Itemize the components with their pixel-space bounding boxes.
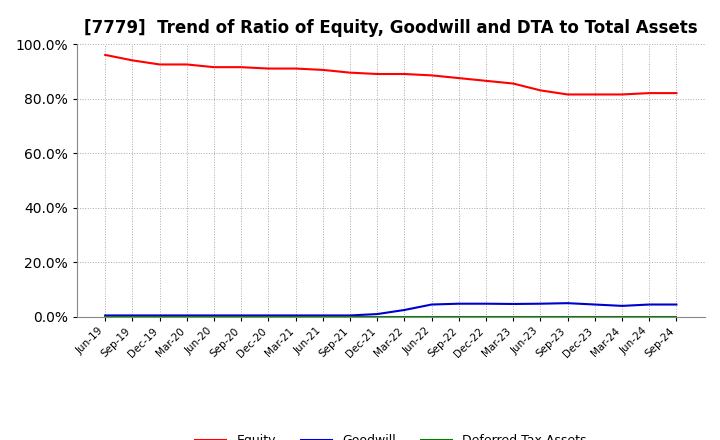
Deferred Tax Assets xyxy=(373,314,382,319)
Equity xyxy=(563,92,572,97)
Goodwill xyxy=(182,313,191,318)
Equity xyxy=(645,91,654,96)
Goodwill xyxy=(128,313,137,318)
Equity xyxy=(318,67,327,73)
Deferred Tax Assets xyxy=(645,314,654,319)
Line: Equity: Equity xyxy=(105,55,676,95)
Goodwill xyxy=(427,302,436,307)
Deferred Tax Assets xyxy=(536,314,545,319)
Line: Goodwill: Goodwill xyxy=(105,303,676,315)
Equity xyxy=(101,52,109,58)
Goodwill xyxy=(536,301,545,306)
Deferred Tax Assets xyxy=(264,314,273,319)
Goodwill xyxy=(563,301,572,306)
Equity xyxy=(292,66,300,71)
Deferred Tax Assets xyxy=(454,314,463,319)
Equity xyxy=(618,92,626,97)
Equity xyxy=(454,76,463,81)
Goodwill xyxy=(482,301,490,306)
Goodwill xyxy=(346,313,354,318)
Deferred Tax Assets xyxy=(482,314,490,319)
Equity xyxy=(672,91,680,96)
Goodwill xyxy=(210,313,218,318)
Goodwill xyxy=(292,313,300,318)
Legend: Equity, Goodwill, Deferred Tax Assets: Equity, Goodwill, Deferred Tax Assets xyxy=(190,429,592,440)
Deferred Tax Assets xyxy=(509,314,518,319)
Equity xyxy=(156,62,164,67)
Equity xyxy=(536,88,545,93)
Goodwill xyxy=(400,307,409,312)
Equity xyxy=(482,78,490,84)
Deferred Tax Assets xyxy=(427,314,436,319)
Goodwill xyxy=(645,302,654,307)
Goodwill xyxy=(264,313,273,318)
Goodwill xyxy=(237,313,246,318)
Deferred Tax Assets xyxy=(182,314,191,319)
Goodwill xyxy=(509,301,518,307)
Equity xyxy=(427,73,436,78)
Deferred Tax Assets xyxy=(210,314,218,319)
Deferred Tax Assets xyxy=(128,314,137,319)
Goodwill xyxy=(618,303,626,308)
Equity xyxy=(210,65,218,70)
Deferred Tax Assets xyxy=(590,314,599,319)
Equity xyxy=(373,71,382,77)
Equity xyxy=(128,58,137,63)
Deferred Tax Assets xyxy=(618,314,626,319)
Deferred Tax Assets xyxy=(563,314,572,319)
Goodwill xyxy=(101,313,109,318)
Deferred Tax Assets xyxy=(237,314,246,319)
Deferred Tax Assets xyxy=(400,314,409,319)
Goodwill xyxy=(156,313,164,318)
Goodwill xyxy=(373,312,382,317)
Deferred Tax Assets xyxy=(292,314,300,319)
Equity xyxy=(264,66,273,71)
Title: [7779]  Trend of Ratio of Equity, Goodwill and DTA to Total Assets: [7779] Trend of Ratio of Equity, Goodwil… xyxy=(84,19,698,37)
Goodwill xyxy=(318,313,327,318)
Equity xyxy=(509,81,518,86)
Deferred Tax Assets xyxy=(101,314,109,319)
Equity xyxy=(590,92,599,97)
Equity xyxy=(237,65,246,70)
Equity xyxy=(346,70,354,75)
Deferred Tax Assets xyxy=(318,314,327,319)
Deferred Tax Assets xyxy=(672,314,680,319)
Goodwill xyxy=(590,302,599,307)
Deferred Tax Assets xyxy=(346,314,354,319)
Equity xyxy=(400,71,409,77)
Deferred Tax Assets xyxy=(156,314,164,319)
Equity xyxy=(182,62,191,67)
Goodwill xyxy=(454,301,463,306)
Goodwill xyxy=(672,302,680,307)
